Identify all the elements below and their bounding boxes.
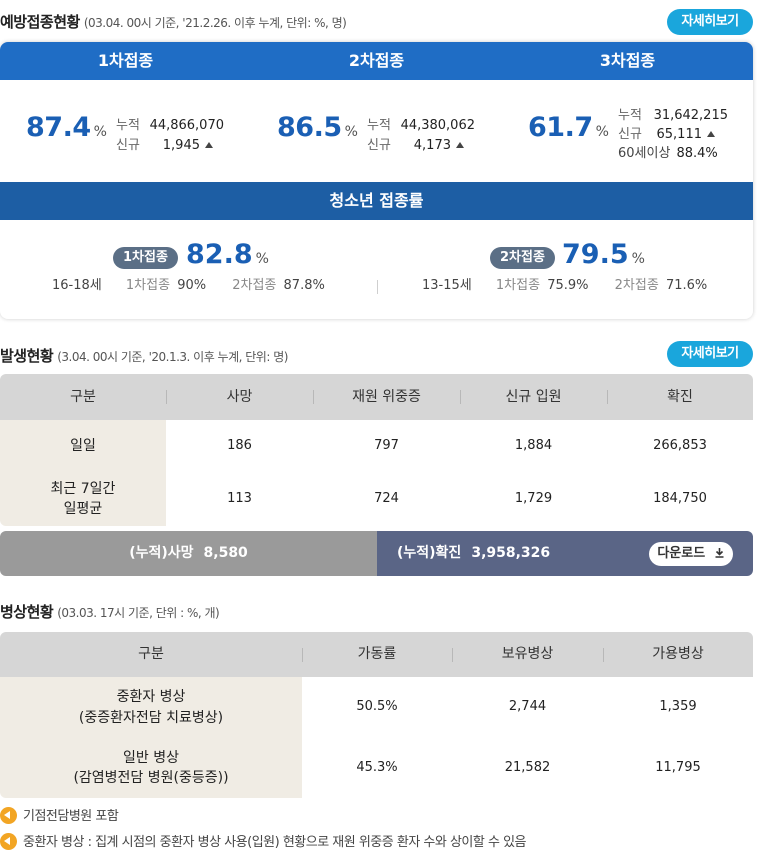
vaccination-more-button[interactable]: 자세히보기 [667, 9, 753, 35]
teen2-percent: 79.5% [562, 239, 645, 270]
note-item: 중환자 병상 : 집계 시점의 중환자 병상 사용(입원) 현황으로 재원 위중… [0, 831, 527, 850]
total-confirmed-value: 3,958,326 [471, 545, 551, 561]
beds-icu-available: 1,359 [659, 699, 697, 715]
occ-row-weekly-label: 최근 7일간 일평균 [0, 472, 166, 526]
column-separator [607, 390, 608, 404]
beds-col-available: 가용병상 [652, 646, 704, 663]
dose1-percent: 87.4% [26, 112, 107, 143]
teen1-percent: 82.8% [186, 239, 269, 270]
occurrence-header: 발생현황 (3.04. 00시 기준, '20.1.3. 이후 누계, 단위: 명… [0, 341, 757, 367]
occurrence-table: 구분 사망 재원 위중증 신규 입원 확진 일일 186 797 1,884 2… [0, 374, 753, 526]
occurrence-table-header [0, 374, 753, 420]
dose1-block: 87.4% 누적 44,866,070 신규 1,945 [0, 80, 251, 182]
download-icon [715, 548, 724, 558]
teen1-pill: 1차접종 [113, 247, 178, 269]
occ-col-admission: 신규 입원 [505, 388, 562, 405]
occ-weekly-confirmed: 184,750 [653, 490, 707, 506]
occ-weekly-critical: 724 [374, 490, 399, 506]
occ-daily-confirmed: 266,853 [653, 437, 707, 453]
beds-header: 병상현황 (03.03. 17시 기준, 단위 : %, 개) [0, 597, 757, 623]
occurrence-more-button[interactable]: 자세히보기 [667, 341, 753, 367]
occ-row-daily-label: 일일 [0, 420, 166, 472]
beds-table: 구분 가동률 보유병상 가용병상 중환자 병상 (중증환자전담 치료병상) 50… [0, 632, 753, 798]
triangle-up-icon [707, 131, 715, 137]
dose3-new: 신규 65,111 [618, 123, 715, 142]
occ-col-critical: 재원 위중증 [352, 388, 421, 405]
occurrence-title: 발생현황 [0, 347, 54, 365]
beds-col-owned: 보유병상 [501, 646, 554, 663]
occ-weekly-admission: 1,729 [514, 490, 553, 506]
column-separator [313, 390, 314, 404]
dose3-percent: 61.7% [528, 112, 609, 143]
vaccination-subtitle: (03.04. 00시 기준, '21.2.26. 이후 누계, 단위: %, … [83, 16, 347, 30]
triangle-up-icon [456, 142, 464, 148]
column-separator [452, 648, 453, 662]
dose2-cumulative: 누적 44,380,062 [367, 118, 475, 133]
dose3-header: 3차접종 [599, 51, 656, 70]
column-separator [603, 648, 604, 662]
occ-daily-death: 186 [227, 437, 252, 453]
vaccination-header: 예방접종현황 (03.04. 00시 기준, '21.2.26. 이후 누계, 단… [0, 9, 757, 35]
beds-subtitle: (03.03. 17시 기준, 단위 : %, 개) [57, 606, 220, 620]
triangle-up-icon [205, 142, 213, 148]
dose-header-bar [0, 42, 753, 80]
beds-row-general-label: 일반 병상 (감염병전담 병원(중등증)) [0, 738, 302, 798]
beds-row-icu-label: 중환자 병상 (중증환자전담 치료병상) [0, 677, 302, 738]
beds-general-owned: 21,582 [504, 759, 551, 775]
column-separator [302, 648, 303, 662]
vaccination-card: 1차접종 2차접종 3차접종 87.4% 누적 44,866,070 신규 1,94… [0, 42, 753, 319]
dose3-cumulative: 누적 31,642,215 [618, 108, 728, 123]
dose1-header: 1차접종 [97, 51, 154, 70]
teen1-details: 16-18세 1차접종 90% 2차접종 87.8% [52, 278, 325, 293]
teen-header: 청소년 접종률 [0, 182, 753, 220]
speaker-icon [0, 833, 17, 850]
occurrence-subtitle: (3.04. 00시 기준, '20.1.3. 이후 누계, 단위: 명) [57, 350, 288, 364]
download-button[interactable]: 다운로드 [649, 542, 733, 566]
dose3-60plus: 60세이상 88.4% [618, 146, 718, 161]
dose3-block: 61.7% 누적 31,642,215 신규 65,111 60세이상 88.4% [502, 80, 753, 182]
total-confirmed-bar: (누적)확진 3,958,326 다운로드 [377, 531, 753, 576]
beds-icu-utilization: 50.5% [356, 699, 398, 715]
occ-col-category: 구분 [70, 388, 96, 405]
dose2-block: 86.5% 누적 44,380,062 신규 4,173 [251, 80, 502, 182]
column-separator [460, 390, 461, 404]
total-death-bar: (누적)사망 8,580 [0, 531, 377, 576]
beds-general-available: 11,795 [655, 759, 701, 775]
teen2-pill: 2차접종 [490, 247, 555, 269]
teen-divider [377, 280, 378, 294]
beds-title: 병상현황 [0, 603, 54, 621]
dose1-new: 신규 1,945 [116, 134, 213, 153]
beds-general-utilization: 45.3% [356, 759, 398, 775]
dose2-header: 2차접종 [348, 51, 405, 70]
occ-col-confirmed: 확진 [667, 388, 693, 405]
beds-col-utilization: 가동률 [357, 646, 397, 663]
column-separator [166, 390, 167, 404]
note-item: 기점전담병원 포함 [0, 805, 119, 824]
teen2-details: 13-15세 1차접종 75.9% 2차접종 71.6% [422, 278, 708, 293]
total-death-value: 8,580 [203, 545, 248, 561]
vaccination-title: 예방접종현황 [0, 13, 80, 31]
beds-icu-owned: 2,744 [508, 699, 547, 715]
dose2-percent: 86.5% [277, 112, 358, 143]
speaker-icon [0, 807, 17, 824]
occ-col-death: 사망 [226, 388, 253, 405]
occ-daily-critical: 797 [374, 437, 399, 453]
dose1-cumulative: 누적 44,866,070 [116, 118, 224, 133]
occ-daily-admission: 1,884 [514, 437, 553, 453]
beds-table-header [0, 632, 753, 677]
dose2-new: 신규 4,173 [367, 134, 464, 153]
beds-col-category: 구분 [138, 646, 164, 663]
occ-weekly-death: 113 [227, 490, 252, 506]
